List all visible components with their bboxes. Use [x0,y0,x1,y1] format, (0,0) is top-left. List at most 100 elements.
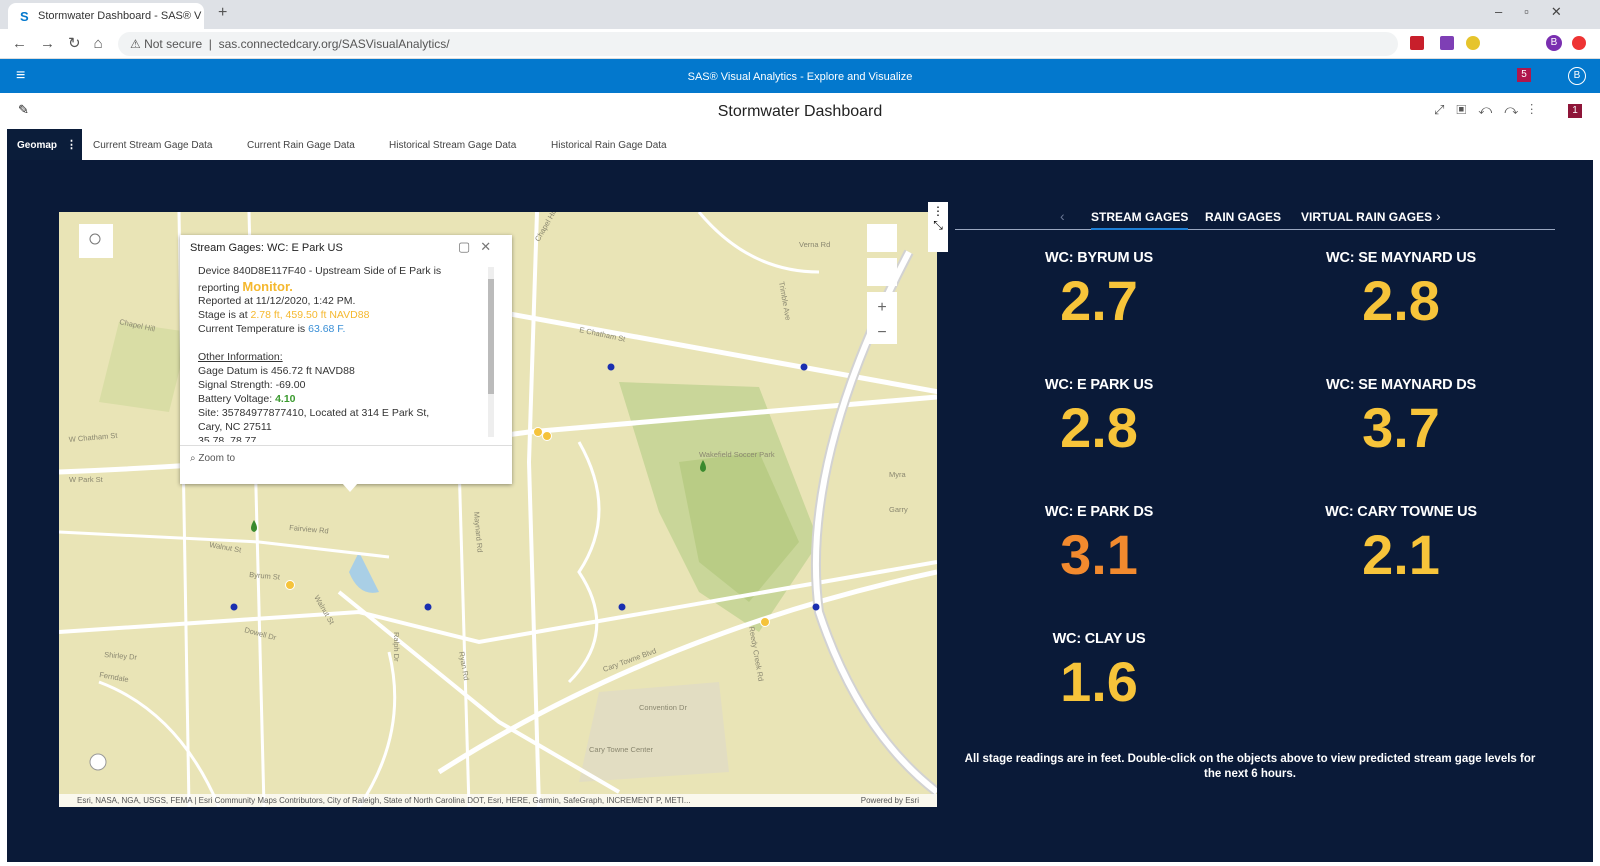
street-label: Convention Dr [639,703,687,712]
popup-text: Battery Voltage: 4.10 [198,393,296,405]
ext-icon[interactable] [1466,36,1480,50]
tab-underline [955,229,1555,230]
popup-text: Current Temperature is [198,323,309,335]
gage-value[interactable]: 3.7 [1362,396,1440,459]
street-label: Garry [889,505,908,514]
ext-icon[interactable] [1410,36,1424,50]
search-button[interactable] [79,224,113,258]
badge[interactable]: 5 [1517,68,1531,82]
park [679,452,799,602]
gage-name: WC: CARY TOWNE US [1325,504,1477,520]
park-marker [700,460,706,472]
popup-text: 35.78, 78.77 [198,435,257,442]
popup-text: Cary, NC 27511 [198,421,272,433]
report-title: Stormwater Dashboard [717,103,883,120]
street-label: Myra [889,470,906,479]
report-tools[interactable]: ⤢▣↶↷⋮ [1434,102,1546,117]
report-tab[interactable]: Geomap ⋮ [7,129,82,160]
attribution-bar [59,794,937,807]
new-tab[interactable]: + [218,4,228,21]
report-header: ✎ Stormwater Dashboard ⤢▣↶↷⋮ 1 [0,93,1600,129]
report-tab[interactable]: Current Rain Gage Data [247,140,355,151]
street-label: Maynard Rd [472,511,485,552]
ext-icon[interactable] [1440,36,1454,50]
battery: 4.10 [275,393,296,405]
gage-value[interactable]: 1.6 [1060,650,1138,713]
gage-tab[interactable]: RAIN GAGES [1205,210,1282,224]
report-tab[interactable]: Historical Stream Gage Data [389,140,517,151]
street-label: W Chatham St [68,431,118,444]
street-label: Shirley Dr [104,650,138,662]
url-box[interactable]: ⚠ Not secure | sas.connectedcary.org/SAS… [118,32,1398,56]
popup-pointer [342,483,358,492]
badge-count: 1 [1572,105,1578,116]
prev-tab[interactable]: ‹ [1060,208,1065,224]
menu-button[interactable]: ≡ [16,67,26,84]
zoom-in[interactable]: + [877,299,886,316]
popup-controls[interactable]: ▢✕ [458,239,502,254]
gage-value[interactable]: 2.8 [1362,269,1440,332]
attribution: Esri, NASA, NGA, USGS, FEMA | Esri Commu… [77,796,691,805]
profile[interactable]: B [1546,35,1562,51]
zoom-buttons[interactable] [867,292,897,344]
report-tab[interactable]: Current Stream Gage Data [93,140,213,151]
app-bar: ≡ SAS® Visual Analytics - Explore and Vi… [0,59,1600,93]
popup-divider [180,445,512,446]
favicon: S [20,9,29,24]
profile-initial: B [1550,37,1558,48]
gage-tab[interactable]: STREAM GAGES [1091,210,1189,230]
edit-button[interactable]: ✎ [18,102,29,117]
gage-name: WC: SE MAYNARD US [1326,250,1476,266]
help-button[interactable] [89,753,107,771]
nav-buttons[interactable]: ←→↻⌂ [12,35,116,52]
layers-button[interactable] [867,224,897,252]
gage-name: WC: CLAY US [1052,631,1146,647]
security: Not secure [144,37,203,51]
gage-markers [230,363,820,611]
street-label: Verna Rd [799,240,830,249]
map-popup: Stream Gages: WC: E Park US ▢✕ Device 84… [180,235,512,484]
popup-text: Stage is at [198,309,251,321]
street-label: Cary Towne Center [589,745,654,754]
street-label: Wakefield Soccer Park [699,450,775,459]
status: Monitor. [242,279,293,294]
gage-tab[interactable]: VIRTUAL RAIN GAGES [1301,210,1433,224]
footnote: All stage readings are in feet. Double-c… [964,753,1536,780]
window-controls[interactable]: –▫✕ [1495,4,1584,19]
zoom-to[interactable]: ⌕ Zoom to [190,453,236,464]
mall [579,682,729,782]
pond [349,552,379,593]
popup-heading: Other Information: [198,351,283,363]
popup-text: Device 840D8E117F40 - Upstream Side of E… [198,265,442,277]
tab-menu: ⋮ [66,139,77,151]
browser-tab[interactable]: Stormwater Dashboard - SAS® V [8,3,204,29]
zoom-out[interactable]: − [877,324,886,341]
gage-name: WC: BYRUM US [1045,250,1153,266]
gage-name: WC: E PARK US [1044,377,1154,393]
badge[interactable]: 1 [1568,104,1582,118]
zoom-to-label: Zoom to [198,453,236,464]
basemap-button[interactable] [867,258,897,286]
gage-value[interactable]: 2.7 [1060,269,1138,332]
map-menu[interactable]: ⋮ ⤡ [928,202,948,252]
ext-icon[interactable] [1572,36,1586,50]
report-tab[interactable]: Historical Rain Gage Data [551,140,667,151]
browser-tab-bar: Stormwater Dashboard - SAS® V S + –▫✕ [0,0,1600,29]
popup-text: Reported at 11/12/2020, 1:42 PM. [198,295,356,307]
gage-value[interactable]: 3.1 [1060,523,1138,586]
street-label: Byrum St [249,570,281,582]
badge-count: 5 [1521,69,1527,80]
stage: 2.78 ft, 459.50 ft NAVD88 [250,309,370,321]
popup-text: reporting [198,282,243,294]
url: sas.connectedcary.org/SASVisualAnalytics… [218,37,450,51]
popup-text: Signal Strength: -69.00 [198,379,306,391]
next-tab[interactable]: › [1436,208,1441,224]
popup-text: Stage is at 2.78 ft, 459.50 ft NAVD88 [198,309,369,321]
tab-title: Stormwater Dashboard - SAS® V [38,10,202,22]
gage-value[interactable]: 2.8 [1060,396,1138,459]
gage-value[interactable]: 2.1 [1362,523,1440,586]
stream-gage-markers [285,427,770,627]
user-avatar[interactable]: B [1568,67,1586,85]
popup-text: reporting Monitor. [198,279,293,294]
